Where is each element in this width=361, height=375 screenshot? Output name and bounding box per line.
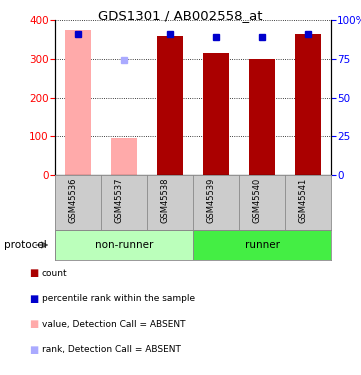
- Text: GDS1301 / AB002558_at: GDS1301 / AB002558_at: [98, 9, 263, 22]
- Text: GSM45536: GSM45536: [69, 178, 78, 223]
- Text: ■: ■: [29, 268, 38, 278]
- Bar: [65, 30, 91, 175]
- Text: GSM45539: GSM45539: [207, 178, 216, 223]
- Text: protocol: protocol: [4, 240, 46, 250]
- Bar: [111, 138, 137, 175]
- Text: runner: runner: [244, 240, 279, 250]
- Bar: [295, 34, 321, 175]
- Bar: [249, 59, 275, 175]
- Bar: [193, 230, 331, 260]
- Text: percentile rank within the sample: percentile rank within the sample: [42, 294, 195, 303]
- Text: GSM45541: GSM45541: [299, 178, 308, 223]
- Text: GSM45537: GSM45537: [115, 178, 124, 223]
- Bar: [157, 36, 183, 175]
- Text: GSM45538: GSM45538: [161, 178, 170, 223]
- Text: count: count: [42, 268, 67, 278]
- Text: value, Detection Call = ABSENT: value, Detection Call = ABSENT: [42, 320, 185, 328]
- Text: ■: ■: [29, 345, 38, 355]
- Text: ■: ■: [29, 294, 38, 304]
- Text: rank, Detection Call = ABSENT: rank, Detection Call = ABSENT: [42, 345, 180, 354]
- Text: non-runner: non-runner: [95, 240, 153, 250]
- Bar: [203, 53, 229, 175]
- Text: GSM45540: GSM45540: [253, 178, 262, 223]
- Bar: [55, 230, 193, 260]
- Text: ■: ■: [29, 319, 38, 329]
